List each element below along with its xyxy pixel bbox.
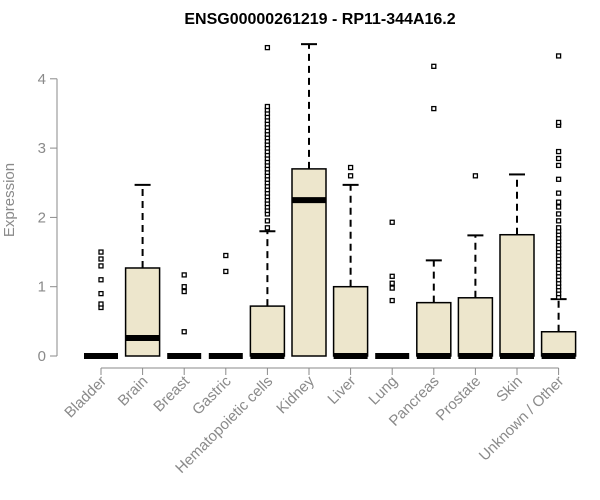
- outlier-point: [264, 103, 271, 110]
- outlier-point: [555, 53, 562, 59]
- box-body: [124, 267, 161, 357]
- outlier-point: [555, 155, 562, 162]
- outlier-point: [555, 204, 562, 210]
- x-tick-label: Liver: [324, 373, 359, 408]
- outlier-point: [472, 173, 479, 179]
- box-body: [332, 285, 369, 357]
- box-group: [375, 219, 410, 359]
- outlier-point: [347, 173, 354, 179]
- box-body: [291, 168, 327, 357]
- box-group: [84, 249, 118, 359]
- box-group: [499, 173, 535, 359]
- box-body: [416, 301, 452, 357]
- box-body: [499, 233, 535, 357]
- x-tick-label: Skin: [493, 373, 526, 406]
- outlier-point: [555, 199, 562, 205]
- outlier-point: [181, 272, 187, 278]
- x-tick-label: Prostate: [433, 373, 485, 425]
- outlier-point: [98, 290, 104, 297]
- box-group: [167, 272, 202, 359]
- box-body: [457, 297, 494, 357]
- outlier-point: [555, 218, 562, 224]
- chart-title: ENSG00000261219 - RP11-344A16.2: [184, 11, 455, 28]
- y-tick-label: 4: [38, 71, 46, 88]
- box-group: [249, 44, 286, 359]
- box-group: [457, 173, 494, 359]
- outlier-point: [389, 280, 395, 286]
- x-tick-label: Bladder: [61, 373, 110, 422]
- box-group: [124, 183, 161, 357]
- outlier-point: [223, 252, 229, 259]
- y-tick-label: 0: [38, 348, 46, 365]
- outlier-point: [264, 44, 271, 51]
- outlier-point: [389, 297, 395, 304]
- outlier-point: [555, 225, 562, 231]
- y-axis-label: Expression: [1, 163, 18, 237]
- outlier-point: [264, 218, 271, 224]
- outlier-point: [98, 256, 104, 262]
- outlier-point: [431, 63, 437, 69]
- box-group: [540, 53, 577, 359]
- outlier-point: [389, 285, 395, 291]
- outlier-point: [223, 268, 229, 275]
- x-tick-label: Brain: [115, 373, 152, 410]
- box-group: [416, 63, 452, 359]
- outlier-point: [555, 176, 562, 182]
- outlier-point: [555, 162, 562, 169]
- y-tick-label: 2: [38, 209, 46, 226]
- x-tick-label: Kidney: [273, 372, 318, 417]
- x-tick-label: Lung: [365, 373, 401, 409]
- outlier-point: [555, 119, 562, 126]
- box-group: [332, 164, 369, 359]
- outlier-point: [431, 105, 437, 112]
- outlier-point: [181, 284, 187, 290]
- x-tick-label: Breast: [150, 372, 193, 415]
- y-tick-label: 3: [38, 140, 46, 157]
- outlier-point: [555, 211, 562, 217]
- outlier-point: [555, 148, 562, 155]
- outlier-point: [555, 190, 562, 196]
- outlier-point: [264, 225, 271, 231]
- outlier-point: [181, 288, 187, 295]
- outlier-point: [98, 277, 104, 283]
- box-group: [208, 252, 243, 359]
- box-body: [540, 330, 577, 357]
- outlier-point: [347, 164, 354, 171]
- y-tick-label: 1: [38, 279, 46, 296]
- outlier-point: [98, 301, 104, 307]
- outlier-point: [98, 249, 104, 255]
- box-group: [291, 43, 327, 357]
- outlier-point: [389, 273, 395, 279]
- outlier-point: [98, 263, 104, 269]
- outlier-point: [181, 329, 187, 335]
- box-body: [249, 305, 286, 357]
- outlier-point: [389, 219, 395, 225]
